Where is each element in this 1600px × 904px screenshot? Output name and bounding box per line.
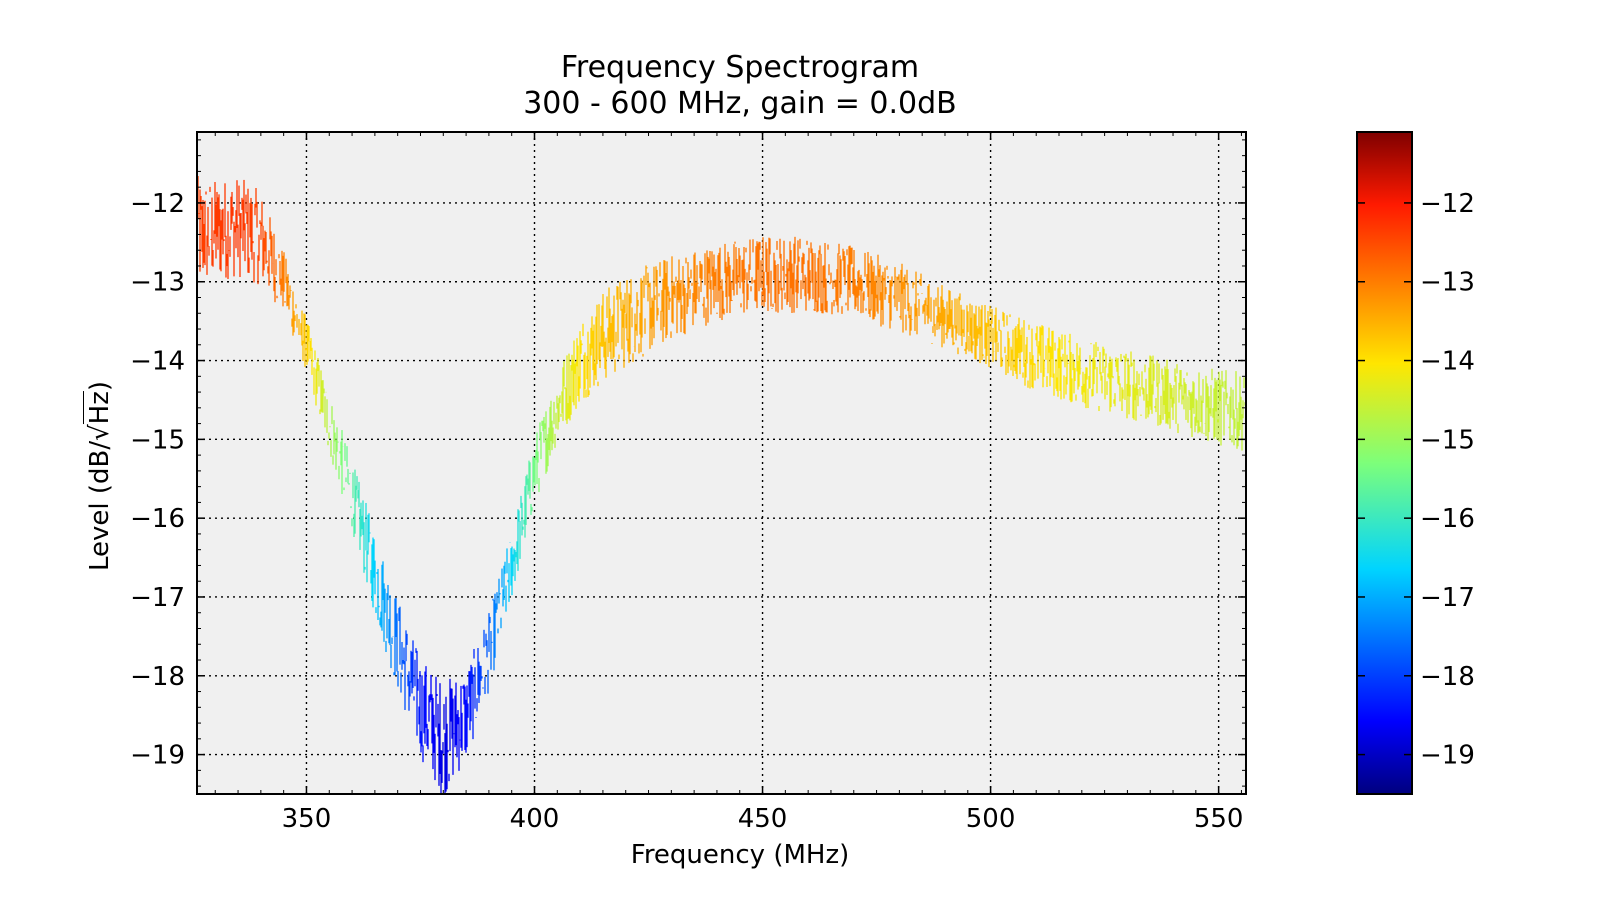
y-tick-label: −16 xyxy=(130,504,185,534)
y-tick-label: −12 xyxy=(130,189,185,219)
x-tick-label: 400 xyxy=(510,804,560,834)
y-axis-label: Level (dB/√Hz) xyxy=(83,380,115,572)
y-axis-label-suffix: ) xyxy=(85,380,115,392)
plot-frame xyxy=(196,131,1247,795)
y-tick-label: −14 xyxy=(130,347,185,377)
x-axis-label: Frequency (MHz) xyxy=(630,840,850,870)
colorbar-tick-label: −16 xyxy=(1420,504,1475,534)
x-tick-label: 450 xyxy=(738,804,788,834)
colorbar-tick-label: −12 xyxy=(1420,189,1475,219)
colorbar xyxy=(1356,131,1413,795)
y-tick-label: −18 xyxy=(130,662,185,692)
y-tick-label: −19 xyxy=(130,741,185,771)
y-tick-label: −17 xyxy=(130,583,185,613)
y-axis-label-prefix: Level (dB/ xyxy=(85,440,115,572)
colorbar-tick-label: −19 xyxy=(1420,741,1475,771)
colorbar-tick-label: −18 xyxy=(1420,662,1475,692)
colorbar-tick-label: −13 xyxy=(1420,268,1475,298)
plot-area-background xyxy=(197,132,1246,794)
y-axis-label-radical: √ xyxy=(85,424,115,441)
x-axis: 350 400 450 500 550 xyxy=(214,132,1244,834)
y-tick-label: −15 xyxy=(130,425,185,455)
x-tick-label: 550 xyxy=(1194,804,1244,834)
chart-subtitle: 300 - 600 MHz, gain = 0.0dB xyxy=(523,86,957,121)
x-tick-label: 350 xyxy=(282,804,332,834)
data-layer xyxy=(196,176,1247,795)
chart-title: Frequency Spectrogram xyxy=(560,50,920,85)
colorbar-axis: −12 −13 −14 −15 −16 −17 −18 −19 xyxy=(1357,189,1475,771)
colorbar-tick-label: −15 xyxy=(1420,425,1475,455)
y-tick-label: −13 xyxy=(130,268,185,298)
y-axis-label-radicand: Hz xyxy=(83,391,115,425)
y-axis: −12 −13 −14 −15 −16 −17 −18 −19 xyxy=(130,139,1246,787)
colorbar-tick-label: −14 xyxy=(1420,347,1475,377)
x-tick-label: 500 xyxy=(966,804,1016,834)
colorbar-tick-label: −17 xyxy=(1420,583,1475,613)
